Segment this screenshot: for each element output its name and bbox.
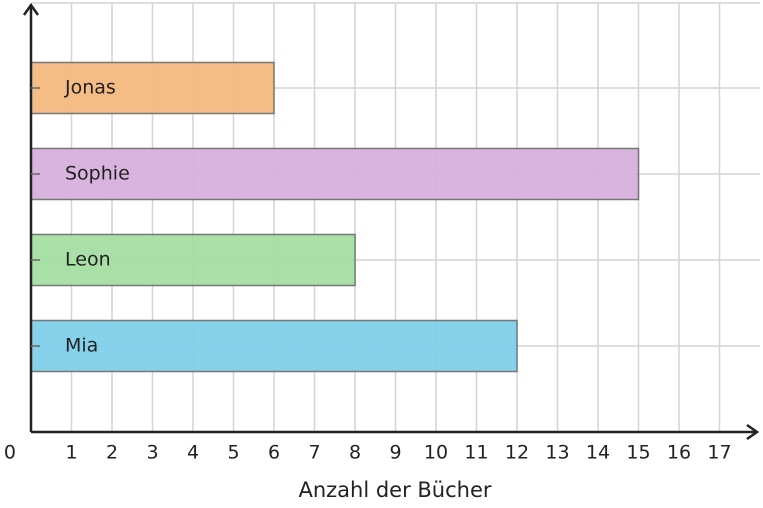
- category-label: Jonas: [64, 77, 116, 99]
- x-axis-arrow: [746, 423, 760, 441]
- x-axis-title: Anzahl der Bücher: [298, 478, 491, 502]
- x-tick-label: 5: [227, 442, 239, 464]
- x-tick-label: 17: [707, 442, 731, 464]
- category-label: Mia: [65, 335, 98, 357]
- x-tick-label: 10: [424, 442, 448, 464]
- bar: [30, 233, 356, 287]
- x-tick-label: 13: [545, 442, 569, 464]
- bar: [30, 147, 640, 201]
- bar: [30, 319, 518, 373]
- x-tick-label: 15: [626, 442, 650, 464]
- x-tick-label: 7: [308, 442, 320, 464]
- x-tick-label: 1: [65, 442, 77, 464]
- x-tick-label: 11: [464, 442, 488, 464]
- x-tick-label: 4: [187, 442, 199, 464]
- y-axis-arrow: [22, 2, 40, 16]
- category-label: Sophie: [65, 163, 130, 185]
- x-tick-label: 0: [4, 442, 16, 464]
- x-tick-label: 16: [667, 442, 691, 464]
- x-tick-label: 12: [505, 442, 529, 464]
- category-label: Leon: [65, 249, 111, 271]
- bars: [30, 61, 640, 373]
- x-tick-label: 3: [146, 442, 158, 464]
- x-tick-label: 9: [389, 442, 401, 464]
- bar: [30, 61, 275, 115]
- x-tick-label: 8: [349, 442, 361, 464]
- x-tick-label: 14: [586, 442, 610, 464]
- x-tick-label: 2: [106, 442, 118, 464]
- x-tick-label: 6: [268, 442, 280, 464]
